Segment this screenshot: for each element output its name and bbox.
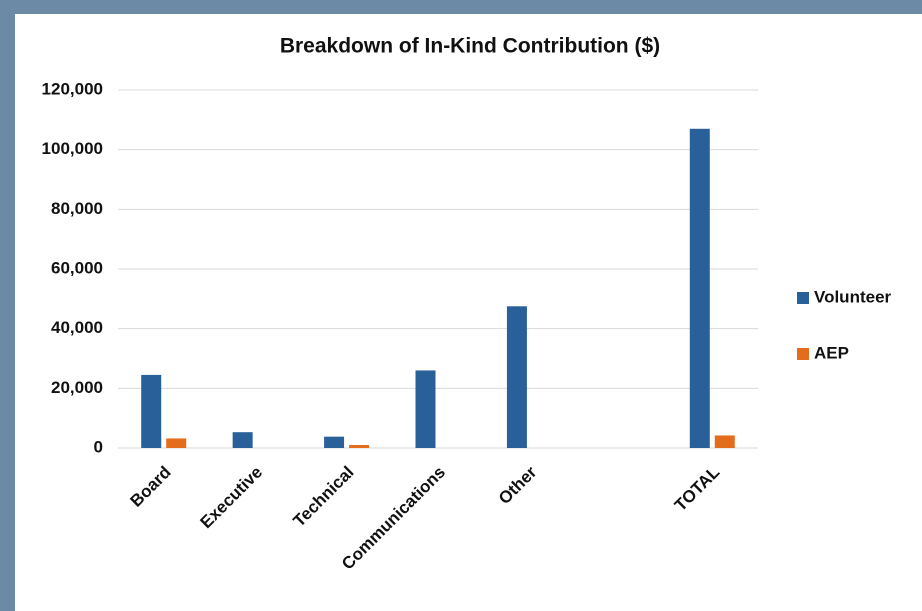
chart-title: Breakdown of In-Kind Contribution ($) [280, 35, 660, 58]
legend-swatch [797, 292, 809, 304]
bar [141, 374, 162, 448]
bar [415, 370, 436, 448]
y-tick-label: 20,000 [51, 378, 103, 397]
y-tick-label: 60,000 [51, 258, 103, 277]
chart-panel [15, 14, 922, 611]
y-tick-label: 80,000 [51, 199, 103, 218]
bar [324, 436, 345, 448]
y-tick-label: 0 [94, 437, 103, 456]
legend-label: Volunteer [814, 287, 892, 306]
bar [166, 438, 187, 448]
legend-swatch [797, 348, 809, 360]
legend-label: AEP [814, 343, 849, 362]
bar [714, 435, 735, 448]
y-tick-label: 100,000 [42, 139, 103, 158]
bar [232, 432, 253, 448]
bar [689, 128, 710, 449]
y-tick-label: 120,000 [42, 79, 103, 98]
bar [506, 306, 527, 448]
y-tick-label: 40,000 [51, 318, 103, 337]
bar [349, 445, 370, 448]
